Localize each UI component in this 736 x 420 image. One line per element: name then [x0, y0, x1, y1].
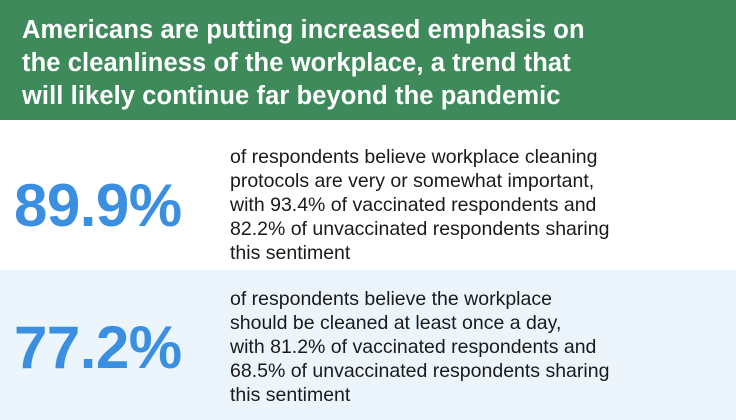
- stat-description-line: this sentiment: [230, 384, 351, 406]
- stat-description-line: with 93.4% of vaccinated respondents and: [230, 194, 597, 216]
- stat-description-line: should be cleaned at least once a day,: [230, 312, 562, 334]
- stat-description-line: with 81.2% of vaccinated respondents and: [230, 336, 597, 358]
- stat-description-line: of respondents believe the workplace: [230, 288, 552, 310]
- stat-description-line: 68.5% of unvaccinated respondents sharin…: [230, 360, 610, 382]
- stat-value: 89.9%: [14, 172, 182, 239]
- stat-description-line: this sentiment: [230, 242, 351, 264]
- headline-banner: Americans are putting increased emphasis…: [0, 0, 736, 120]
- headline-line: the cleanliness of the workplace, a tren…: [22, 49, 571, 77]
- headline-line: will likely continue far beyond the pand…: [22, 82, 561, 110]
- stat-value: 77.2%: [14, 314, 182, 381]
- stat-description-line: protocols are very or somewhat important…: [230, 170, 595, 192]
- stat-description: of respondents believe workplace cleanin…: [230, 145, 700, 265]
- stat-row-daily-cleaning: 77.2% of respondents believe the workpla…: [0, 270, 736, 420]
- stat-description: of respondents believe the workplace sho…: [230, 287, 700, 407]
- stat-row-cleaning-protocols: 89.9% of respondents believe workplace c…: [0, 120, 736, 270]
- headline-line: Americans are putting increased emphasis…: [22, 16, 585, 44]
- stat-description-line: 82.2% of unvaccinated respondents sharin…: [230, 218, 610, 240]
- stat-description-line: of respondents believe workplace cleanin…: [230, 146, 598, 168]
- headline-title: Americans are putting increased emphasis…: [22, 14, 716, 113]
